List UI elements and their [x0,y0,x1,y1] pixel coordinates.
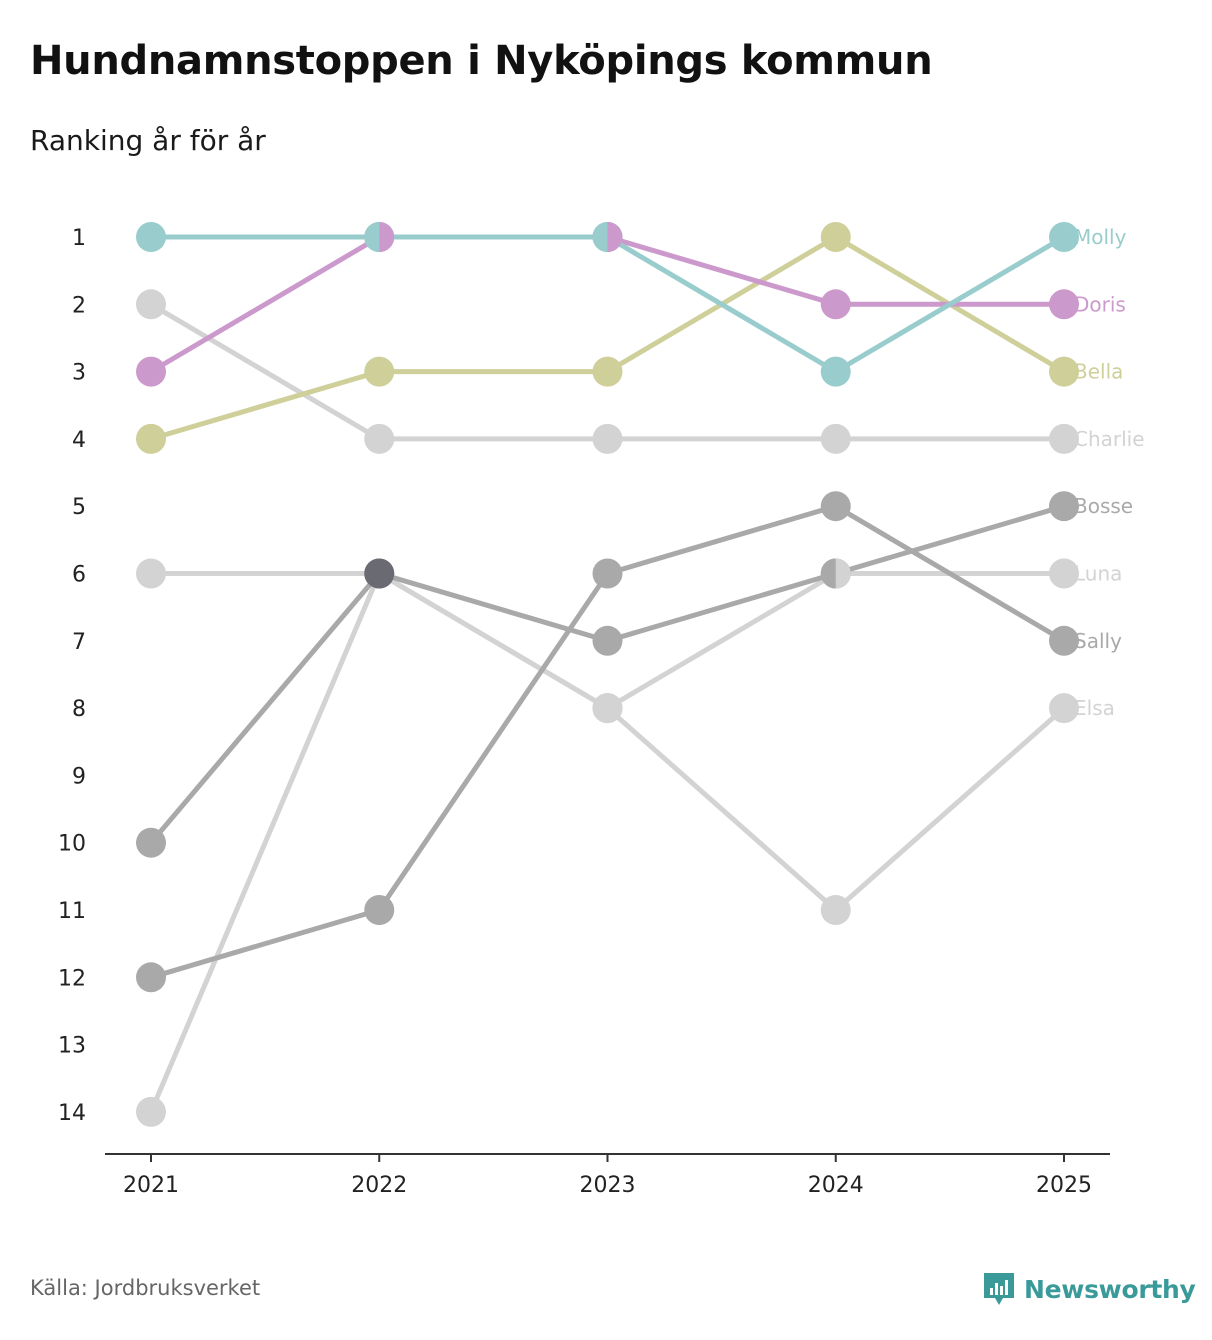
y-tick-label: 7 [72,630,86,655]
point-charlie-2021 [136,289,166,320]
point-split-left-molly-2023 [592,222,608,252]
point-sally-2025 [1049,625,1079,656]
y-tick-label: 11 [58,899,86,924]
series-line-bella [148,234,1067,442]
point-bosse-2021 [136,827,166,858]
x-tick-label: 2025 [1036,1173,1092,1198]
series-label-luna: Luna [1074,562,1122,586]
point-split-right-doris-2023 [607,222,623,252]
point-overlap-2022 [364,558,395,589]
point-bella-2023 [592,356,623,387]
x-tick-label: 2021 [123,1173,179,1198]
x-tick-label: 2024 [808,1173,864,1198]
x-tick-label: 2023 [580,1173,636,1198]
point-doris-2025 [1049,289,1079,320]
point-bosse-2025 [1049,491,1079,522]
point-charlie-2024 [820,423,851,454]
x-axis: 2021 2022 2023 2024 2025 [105,1153,1110,1198]
series-label-doris: Doris [1074,292,1126,316]
y-tick-label: 6 [72,563,86,588]
series-label-bosse: Bosse [1074,494,1133,518]
series-label-charlie: Charlie [1074,427,1145,451]
y-tick-label: 4 [72,428,86,453]
brand-name: Newsworthy [1024,1274,1196,1304]
point-molly-2025 [1049,222,1079,252]
series-label-sally: Sally [1074,629,1122,653]
y-tick-label: 14 [58,1101,86,1126]
point-split-right-doris-2022 [379,222,395,252]
point-molly-2021 [136,222,166,252]
y-tick-label: 12 [58,966,86,991]
point-split-right-luna-2024 [835,558,851,589]
source-note: Källa: Jordbruksverket [30,1276,261,1300]
point-elsa-2024 [820,895,851,925]
y-tick-label: 10 [58,832,86,857]
newsworthy-logo-icon [984,1273,1014,1305]
point-elsa-2025 [1049,693,1079,724]
point-bosse-2023 [592,625,623,656]
chart-title: Hundnamnstoppen i Nyköpings kommun [30,38,933,84]
point-sally-2021 [136,962,166,993]
point-sally-2024 [820,491,851,522]
point-charlie-2025 [1049,423,1079,454]
point-bella-2022 [364,356,395,387]
point-split-left-bosse-2024 [820,558,836,589]
point-bella-2025 [1049,356,1079,387]
series-line-doris [148,234,1067,375]
series-label-bella: Bella [1074,360,1123,384]
point-charlie-2023 [592,423,623,454]
series-label-elsa: Elsa [1074,696,1115,720]
series-label-molly: Molly [1074,225,1127,249]
point-bella-2021 [136,423,166,454]
point-split-right-elsa-2023 [607,693,623,724]
brand-logo[interactable]: Newsworthy [982,1270,1196,1308]
x-tick-label: 2022 [351,1173,407,1198]
y-tick-label: 5 [72,495,86,520]
point-sally-2023 [592,558,623,589]
y-tick-label: 13 [58,1034,86,1059]
point-luna-2021 [136,558,166,589]
point-molly-2024 [820,356,851,387]
y-tick-label: 8 [72,697,86,722]
point-charlie-2022 [364,423,395,454]
point-doris-2021 [136,356,166,387]
chart-subtitle: Ranking år för år [30,124,266,157]
y-tick-label: 2 [72,293,86,318]
series-labels: Elsa Luna Charlie Sally Bosse Bella Doris Molly [1074,225,1145,720]
series-markers [136,222,1079,1127]
point-elsa-2021 [136,1096,166,1127]
point-luna-2025 [1049,558,1079,589]
y-tick-label: 3 [72,361,86,386]
point-sally-2022 [364,895,395,925]
point-split-left-molly-2022 [364,222,380,252]
y-tick-label: 9 [72,764,86,789]
point-doris-2024 [820,289,851,320]
point-bella-2024 [820,222,851,252]
y-tick-label: 1 [72,226,86,251]
point-split-left-luna-2023 [592,693,608,724]
